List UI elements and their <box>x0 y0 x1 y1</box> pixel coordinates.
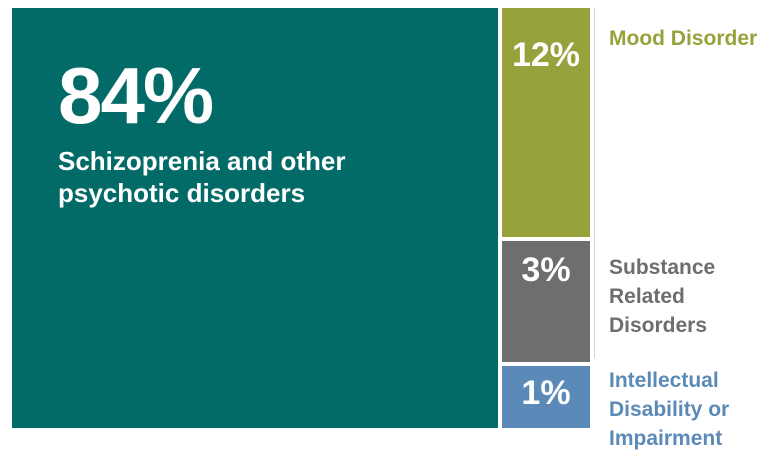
legend-label-substance-related: Substance Related Disorders <box>609 256 716 337</box>
value-label-mood-disorder: 12% <box>511 36 581 74</box>
tile-substance-related: 3% <box>502 241 590 362</box>
category-label-schizophrenia: Schizoprenia and other psychotic disorde… <box>58 146 346 208</box>
value-label-intellectual-disability: 1% <box>521 374 571 412</box>
tile-intellectual-disability: 1% <box>502 366 590 428</box>
legend-label-mood-disorder: Mood Disorder <box>609 27 758 50</box>
value-label-schizophrenia: 84% <box>58 51 214 140</box>
tile-schizophrenia: 84% Schizoprenia and other psychotic dis… <box>12 8 498 428</box>
tile-mood-disorder: 12% <box>502 8 590 237</box>
legend-label-intellectual-disability: Intellectual Disability or Impairment <box>609 369 730 450</box>
value-label-substance-related: 3% <box>521 251 571 289</box>
divider-line <box>594 8 595 358</box>
